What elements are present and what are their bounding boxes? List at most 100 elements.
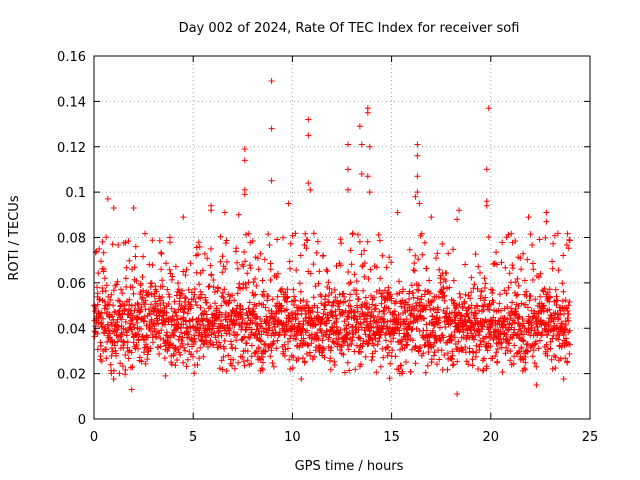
data-point xyxy=(504,303,511,310)
data-point xyxy=(332,294,339,301)
data-point xyxy=(490,299,497,306)
data-point xyxy=(115,323,122,330)
y-tick-label: 0.16 xyxy=(57,50,86,65)
data-point xyxy=(397,321,404,328)
data-point xyxy=(448,337,455,344)
data-point xyxy=(365,275,372,282)
data-point xyxy=(305,180,312,187)
data-point xyxy=(539,331,546,338)
data-point xyxy=(333,315,340,322)
data-point xyxy=(94,330,101,337)
data-point xyxy=(333,323,340,330)
data-point xyxy=(244,357,251,364)
data-point xyxy=(339,311,346,318)
data-point xyxy=(544,346,551,353)
data-point xyxy=(110,302,117,309)
data-point xyxy=(499,369,506,376)
data-point xyxy=(436,356,443,363)
data-point xyxy=(305,116,312,123)
data-point xyxy=(138,304,145,310)
data-point xyxy=(469,356,476,363)
data-point xyxy=(262,348,269,355)
data-point xyxy=(252,330,259,337)
data-point xyxy=(148,301,154,308)
data-point xyxy=(395,311,402,318)
data-point xyxy=(180,359,187,366)
data-point xyxy=(228,341,235,348)
data-point xyxy=(119,331,125,338)
data-point xyxy=(384,344,390,351)
data-point xyxy=(157,335,164,342)
grid-lines xyxy=(94,56,590,419)
data-point xyxy=(172,309,179,316)
data-point xyxy=(481,339,487,345)
data-point xyxy=(265,322,272,329)
data-point xyxy=(139,274,146,280)
data-point xyxy=(414,152,421,159)
data-point xyxy=(195,315,202,322)
data-point xyxy=(141,318,148,325)
data-point xyxy=(345,346,352,353)
data-point xyxy=(458,312,465,319)
data-point xyxy=(133,341,140,348)
data-point xyxy=(227,325,233,332)
data-point xyxy=(151,325,158,332)
data-point xyxy=(520,250,527,257)
data-point xyxy=(509,262,516,269)
data-point xyxy=(455,338,462,345)
data-point xyxy=(368,292,374,299)
data-point xyxy=(147,327,154,334)
data-point xyxy=(481,275,488,282)
data-point xyxy=(351,271,358,278)
data-point xyxy=(218,311,225,318)
data-point xyxy=(462,319,468,326)
data-point xyxy=(451,317,458,324)
data-point xyxy=(355,231,361,238)
data-point xyxy=(156,351,163,357)
data-point xyxy=(443,270,450,277)
data-point xyxy=(345,141,351,148)
data-point xyxy=(122,352,129,358)
data-point xyxy=(478,288,485,295)
data-point xyxy=(441,292,448,299)
data-point xyxy=(181,344,187,351)
data-point xyxy=(313,249,320,256)
data-point xyxy=(218,332,225,339)
data-point xyxy=(394,209,401,216)
y-tick-label: 0.04 xyxy=(57,322,86,337)
data-point xyxy=(497,291,503,298)
data-point xyxy=(328,289,335,296)
data-point xyxy=(305,132,312,139)
data-point xyxy=(246,262,253,269)
data-point xyxy=(510,329,517,336)
data-point xyxy=(101,298,108,305)
data-point xyxy=(470,285,477,292)
data-point xyxy=(563,242,570,248)
data-point xyxy=(110,376,117,382)
x-tick-label: 10 xyxy=(284,430,301,445)
data-point xyxy=(267,353,274,360)
data-point xyxy=(241,191,248,198)
data-point xyxy=(185,331,192,338)
data-point xyxy=(327,355,334,362)
data-point xyxy=(114,326,121,333)
data-point xyxy=(292,336,299,343)
data-point xyxy=(218,302,225,309)
data-point xyxy=(448,355,455,362)
data-point xyxy=(462,318,469,325)
data-point xyxy=(417,344,424,350)
data-point xyxy=(139,333,146,340)
data-point xyxy=(364,109,371,116)
data-point xyxy=(301,242,308,248)
data-point xyxy=(498,307,504,314)
data-point xyxy=(325,334,332,341)
data-point xyxy=(566,350,573,357)
data-point xyxy=(483,363,490,370)
data-point xyxy=(440,284,447,291)
data-point xyxy=(544,331,551,338)
data-point xyxy=(372,348,379,355)
data-point xyxy=(427,290,434,297)
data-point xyxy=(240,263,247,270)
data-point xyxy=(522,359,529,366)
data-point xyxy=(178,329,185,336)
